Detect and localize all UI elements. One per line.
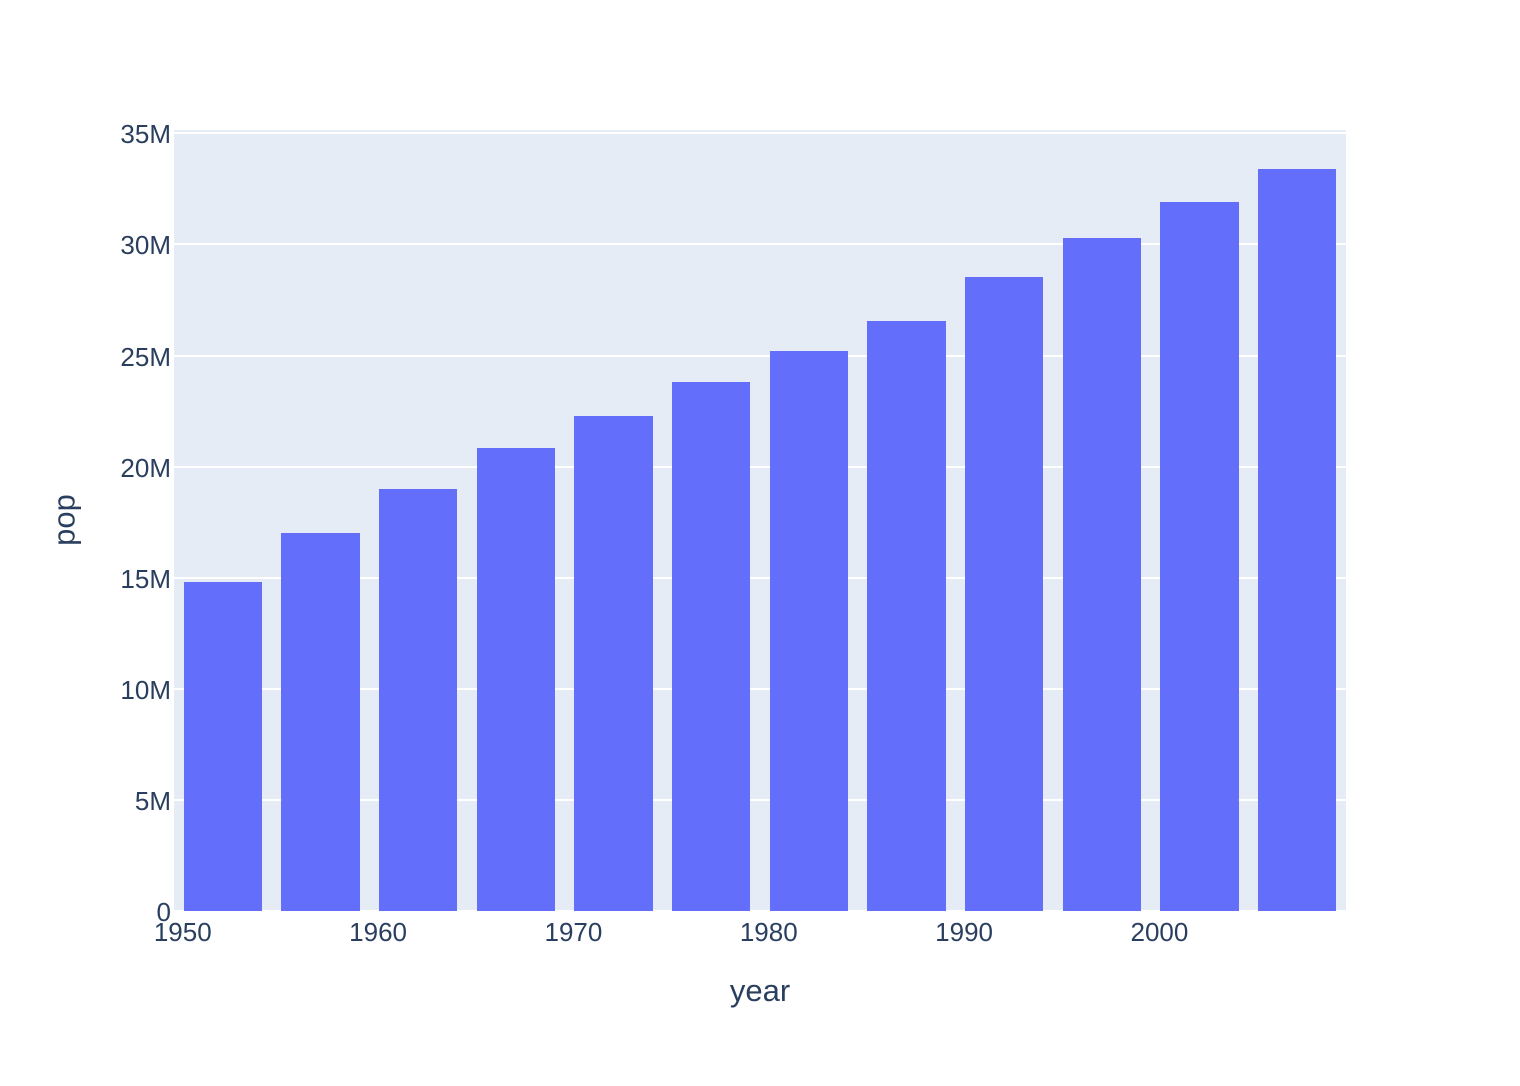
x-axis-title: year [729, 973, 791, 1008]
bar-1992[interactable] [965, 277, 1044, 911]
x-tick-label-1950: 1950 [153, 917, 212, 947]
bar-1967[interactable] [476, 448, 555, 911]
x-tick-label-1960: 1960 [349, 917, 408, 947]
gridline-0 [174, 910, 1346, 912]
gridline-25M [174, 354, 1346, 357]
y-tick-label-5M: 5M [134, 785, 171, 816]
y-tick-label-35M: 35M [120, 119, 171, 150]
bar-1987[interactable] [867, 321, 946, 911]
gridline-5M [174, 798, 1346, 801]
bar-1977[interactable] [672, 382, 751, 911]
gridline-20M [174, 465, 1346, 468]
bar-2002[interactable] [1160, 202, 1239, 911]
x-tick-label-1990: 1990 [935, 917, 994, 947]
x-tick-label-1970: 1970 [544, 917, 603, 947]
y-tick-label-20M: 20M [120, 452, 171, 483]
bar-1962[interactable] [379, 489, 458, 911]
bar-1957[interactable] [281, 533, 360, 911]
gridline-15M [174, 576, 1346, 579]
y-tick-label-30M: 30M [120, 230, 171, 261]
bar-1952[interactable] [183, 582, 262, 911]
bar-2007[interactable] [1258, 169, 1337, 911]
bar-1972[interactable] [574, 415, 653, 911]
y-tick-label-25M: 25M [120, 341, 171, 372]
x-tick-label-2000: 2000 [1130, 917, 1189, 947]
x-tick-label-1980: 1980 [739, 917, 798, 947]
gridline-30M [174, 243, 1346, 246]
bar-1982[interactable] [769, 351, 848, 911]
y-tick-label-10M: 10M [120, 674, 171, 705]
bar-1997[interactable] [1062, 237, 1141, 911]
y-axis-title: pop [46, 494, 81, 546]
y-tick-label-0: 0 [156, 897, 171, 927]
gridline-35M [174, 132, 1346, 135]
gridline-10M [174, 687, 1346, 690]
y-tick-label-15M: 15M [120, 563, 171, 594]
plot-area[interactable] [174, 130, 1346, 912]
